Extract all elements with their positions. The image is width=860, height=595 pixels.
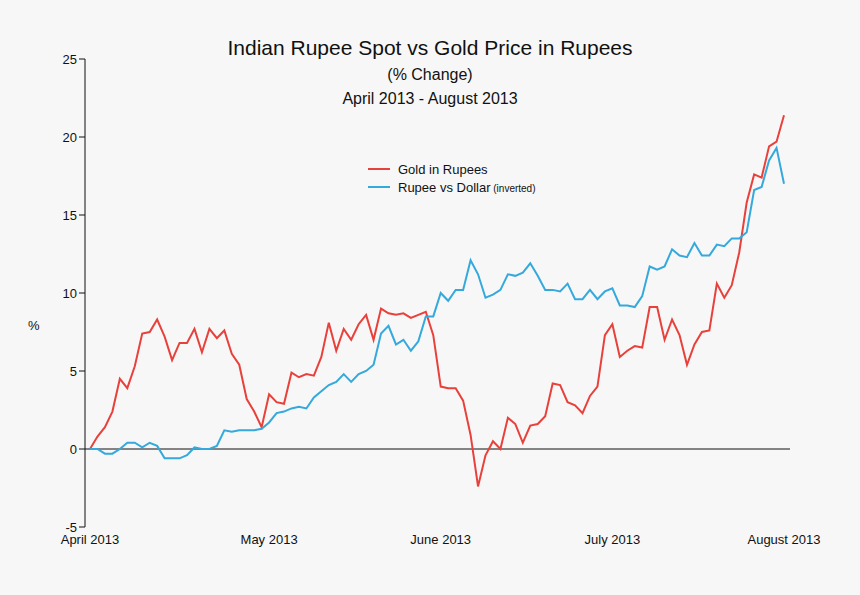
- svg-text:0: 0: [70, 442, 77, 457]
- svg-text:April 2013: April 2013: [60, 532, 120, 548]
- svg-text:10: 10: [63, 286, 77, 301]
- html-text:Indian Rupee Spot vs Gold Pric: Indian Rupee Spot vs Gold Price in Rupee…: [227, 36, 633, 59]
- svg-text:25: 25: [63, 52, 77, 67]
- svg-text:May 2013: May 2013: [241, 532, 298, 547]
- html-text:April 2013 - August 2013: April 2013 - August 2013: [342, 90, 518, 107]
- svg-text:20: 20: [63, 130, 77, 145]
- svg-text:July 2013: July 2013: [585, 532, 641, 547]
- svg-text:15: 15: [63, 208, 77, 223]
- svg-text:August 2013: August 2013: [747, 532, 820, 547]
- html-text:(% Change): (% Change): [387, 66, 473, 83]
- html-text:Gold in Rupees: Gold in Rupees: [398, 161, 488, 177]
- svg-text:5: 5: [70, 364, 77, 379]
- html-text:Rupee vs Dollar(inverted): Rupee vs Dollar(inverted): [398, 179, 536, 195]
- svg-text:June 2013: June 2013: [410, 532, 471, 547]
- svg-text:-5: -5: [65, 520, 77, 535]
